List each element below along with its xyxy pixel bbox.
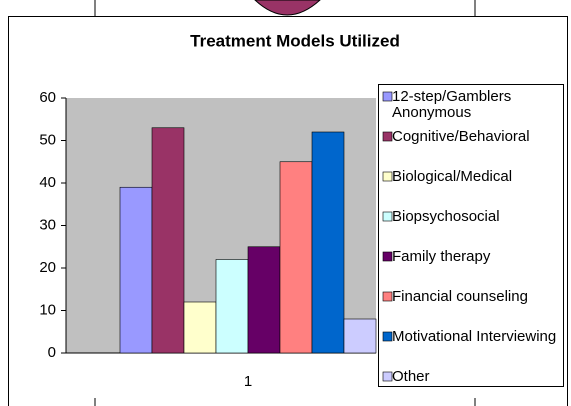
legend-box [378,84,564,387]
bar [279,161,313,354]
y-tick-label: 50 [39,131,56,148]
legend-swatch [382,91,393,102]
legend-swatch [382,291,393,302]
bar [119,186,153,354]
legend-label: Biological/Medical [392,168,513,185]
x-tick-label: 1 [244,373,252,390]
legend-swatch [382,251,393,262]
legend-label: Other [392,368,430,385]
legend-swatch [382,131,393,142]
legend-swatch [382,211,393,222]
legend-label: Family therapy [392,248,491,265]
bar [247,246,281,354]
legend-label: Biopsychosocial [392,208,500,225]
legend-swatch [382,331,393,342]
legend-swatch [382,171,393,182]
y-tick-label: 40 [39,174,56,191]
legend-label: Financial counseling [392,288,528,305]
y-tick-label: 20 [39,259,56,276]
y-tick-label: 60 [39,89,56,106]
bar [215,259,249,354]
legend-label: Motivational Interviewing [392,328,557,345]
bar [151,127,185,354]
chart-title: Treatment Models Utilized [190,31,400,50]
legend-swatch [382,371,393,382]
bar [343,318,377,354]
legend-label: Cognitive/Behavioral [392,128,530,145]
y-tick-label: 10 [39,301,56,318]
shape-fragment [254,0,321,16]
legend-label: 12-step/Gamblers Anonymous [392,88,512,121]
y-tick-label: 30 [39,216,56,233]
y-tick-label: 0 [48,344,56,361]
bar [311,131,345,354]
bar [183,301,217,354]
